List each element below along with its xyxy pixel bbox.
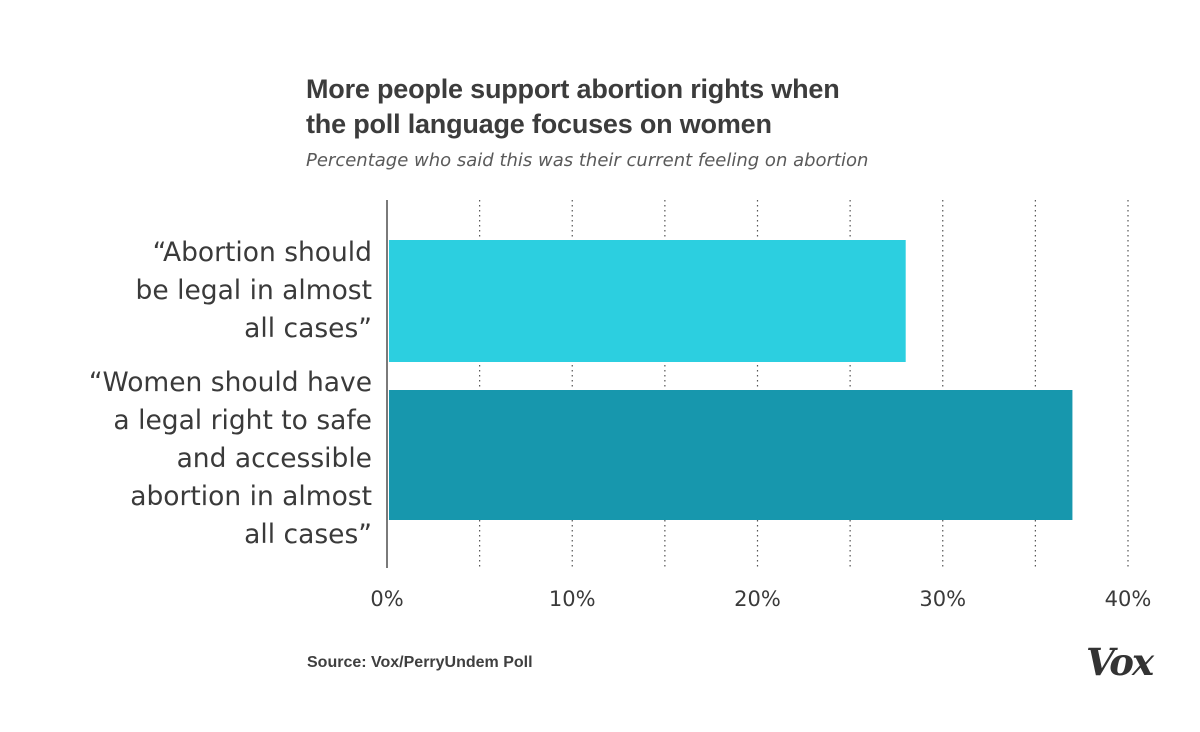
x-tick-label: 30% (919, 587, 966, 611)
chart-subtitle: Percentage who said this was their curre… (306, 150, 869, 171)
category-label-abortion-legal: “Abortion should be legal in almost all … (136, 234, 372, 348)
chart-title: More people support abortion rights when… (306, 72, 1006, 142)
category-label-line: a legal right to safe (113, 405, 372, 436)
category-label-line: and accessible (176, 443, 372, 474)
category-label-line: all cases” (244, 313, 372, 344)
x-tick-label: 40% (1105, 587, 1152, 611)
category-label-women-right: “Women should have a legal right to safe… (89, 364, 372, 554)
x-tick-label: 20% (734, 587, 781, 611)
vox-logo: Vox (1086, 640, 1154, 684)
chart-title-line-2: the poll language focuses on women (306, 109, 772, 139)
bar (389, 390, 1073, 520)
x-tick-label: 10% (549, 587, 596, 611)
x-tick-label: 0% (370, 587, 403, 611)
category-label-line: “Women should have (88, 367, 372, 398)
category-label-line: all cases” (244, 519, 372, 550)
source-note: Source: Vox/PerryUndem Poll (307, 654, 533, 671)
category-label-line: “Abortion should (152, 237, 372, 268)
bar (389, 240, 906, 362)
category-label-line: be legal in almost (135, 275, 372, 306)
chart-title-line-1: More people support abortion rights when (306, 74, 840, 104)
category-label-line: abortion in almost (130, 481, 372, 512)
